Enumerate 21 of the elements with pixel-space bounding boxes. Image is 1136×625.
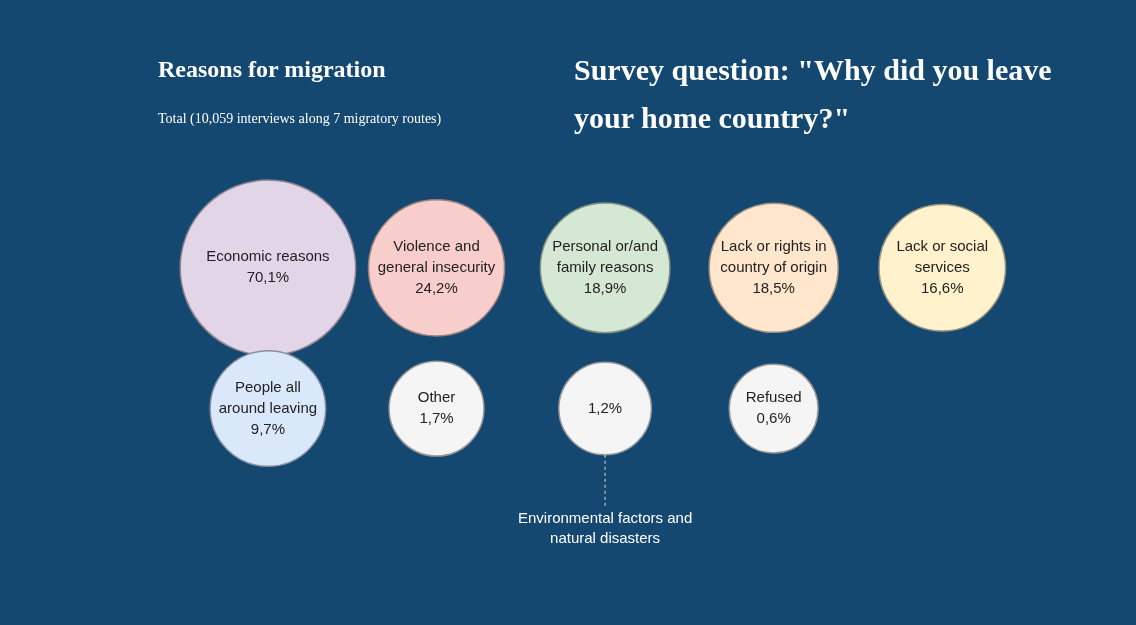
text: Total (10,059 interviews along 7 migratory routes) [158, 111, 442, 127]
category-label: Economic reasons [206, 247, 330, 265]
data-label: 16,6% [920, 278, 964, 296]
data-label: 0,6% [756, 409, 791, 427]
category-label: Violence and general insecurity [377, 236, 496, 275]
text: Survey question: "Why did you leave your home country?" [574, 52, 1053, 136]
data-label: 18,5% [752, 278, 795, 296]
data-label: 24,2% [415, 278, 458, 296]
category-label: Environmental factors and natural disasters [517, 508, 693, 546]
data-label: 1,2% [587, 398, 623, 416]
text: Reasons for migration [158, 56, 386, 83]
data-label: 9,7% [250, 419, 286, 437]
category-label: People all around leaving [218, 377, 318, 416]
category-label: Lack or social services [896, 236, 989, 275]
data-label: 1,7% [419, 409, 454, 427]
category-label: Refused [745, 388, 802, 406]
category-label: Lack or rights in country of origin [720, 236, 828, 275]
category-label: Other [417, 388, 456, 406]
data-label: 70,1% [246, 268, 290, 286]
data-label: 18,9% [583, 278, 627, 296]
category-label: Personal or/and family reasons [552, 236, 659, 275]
